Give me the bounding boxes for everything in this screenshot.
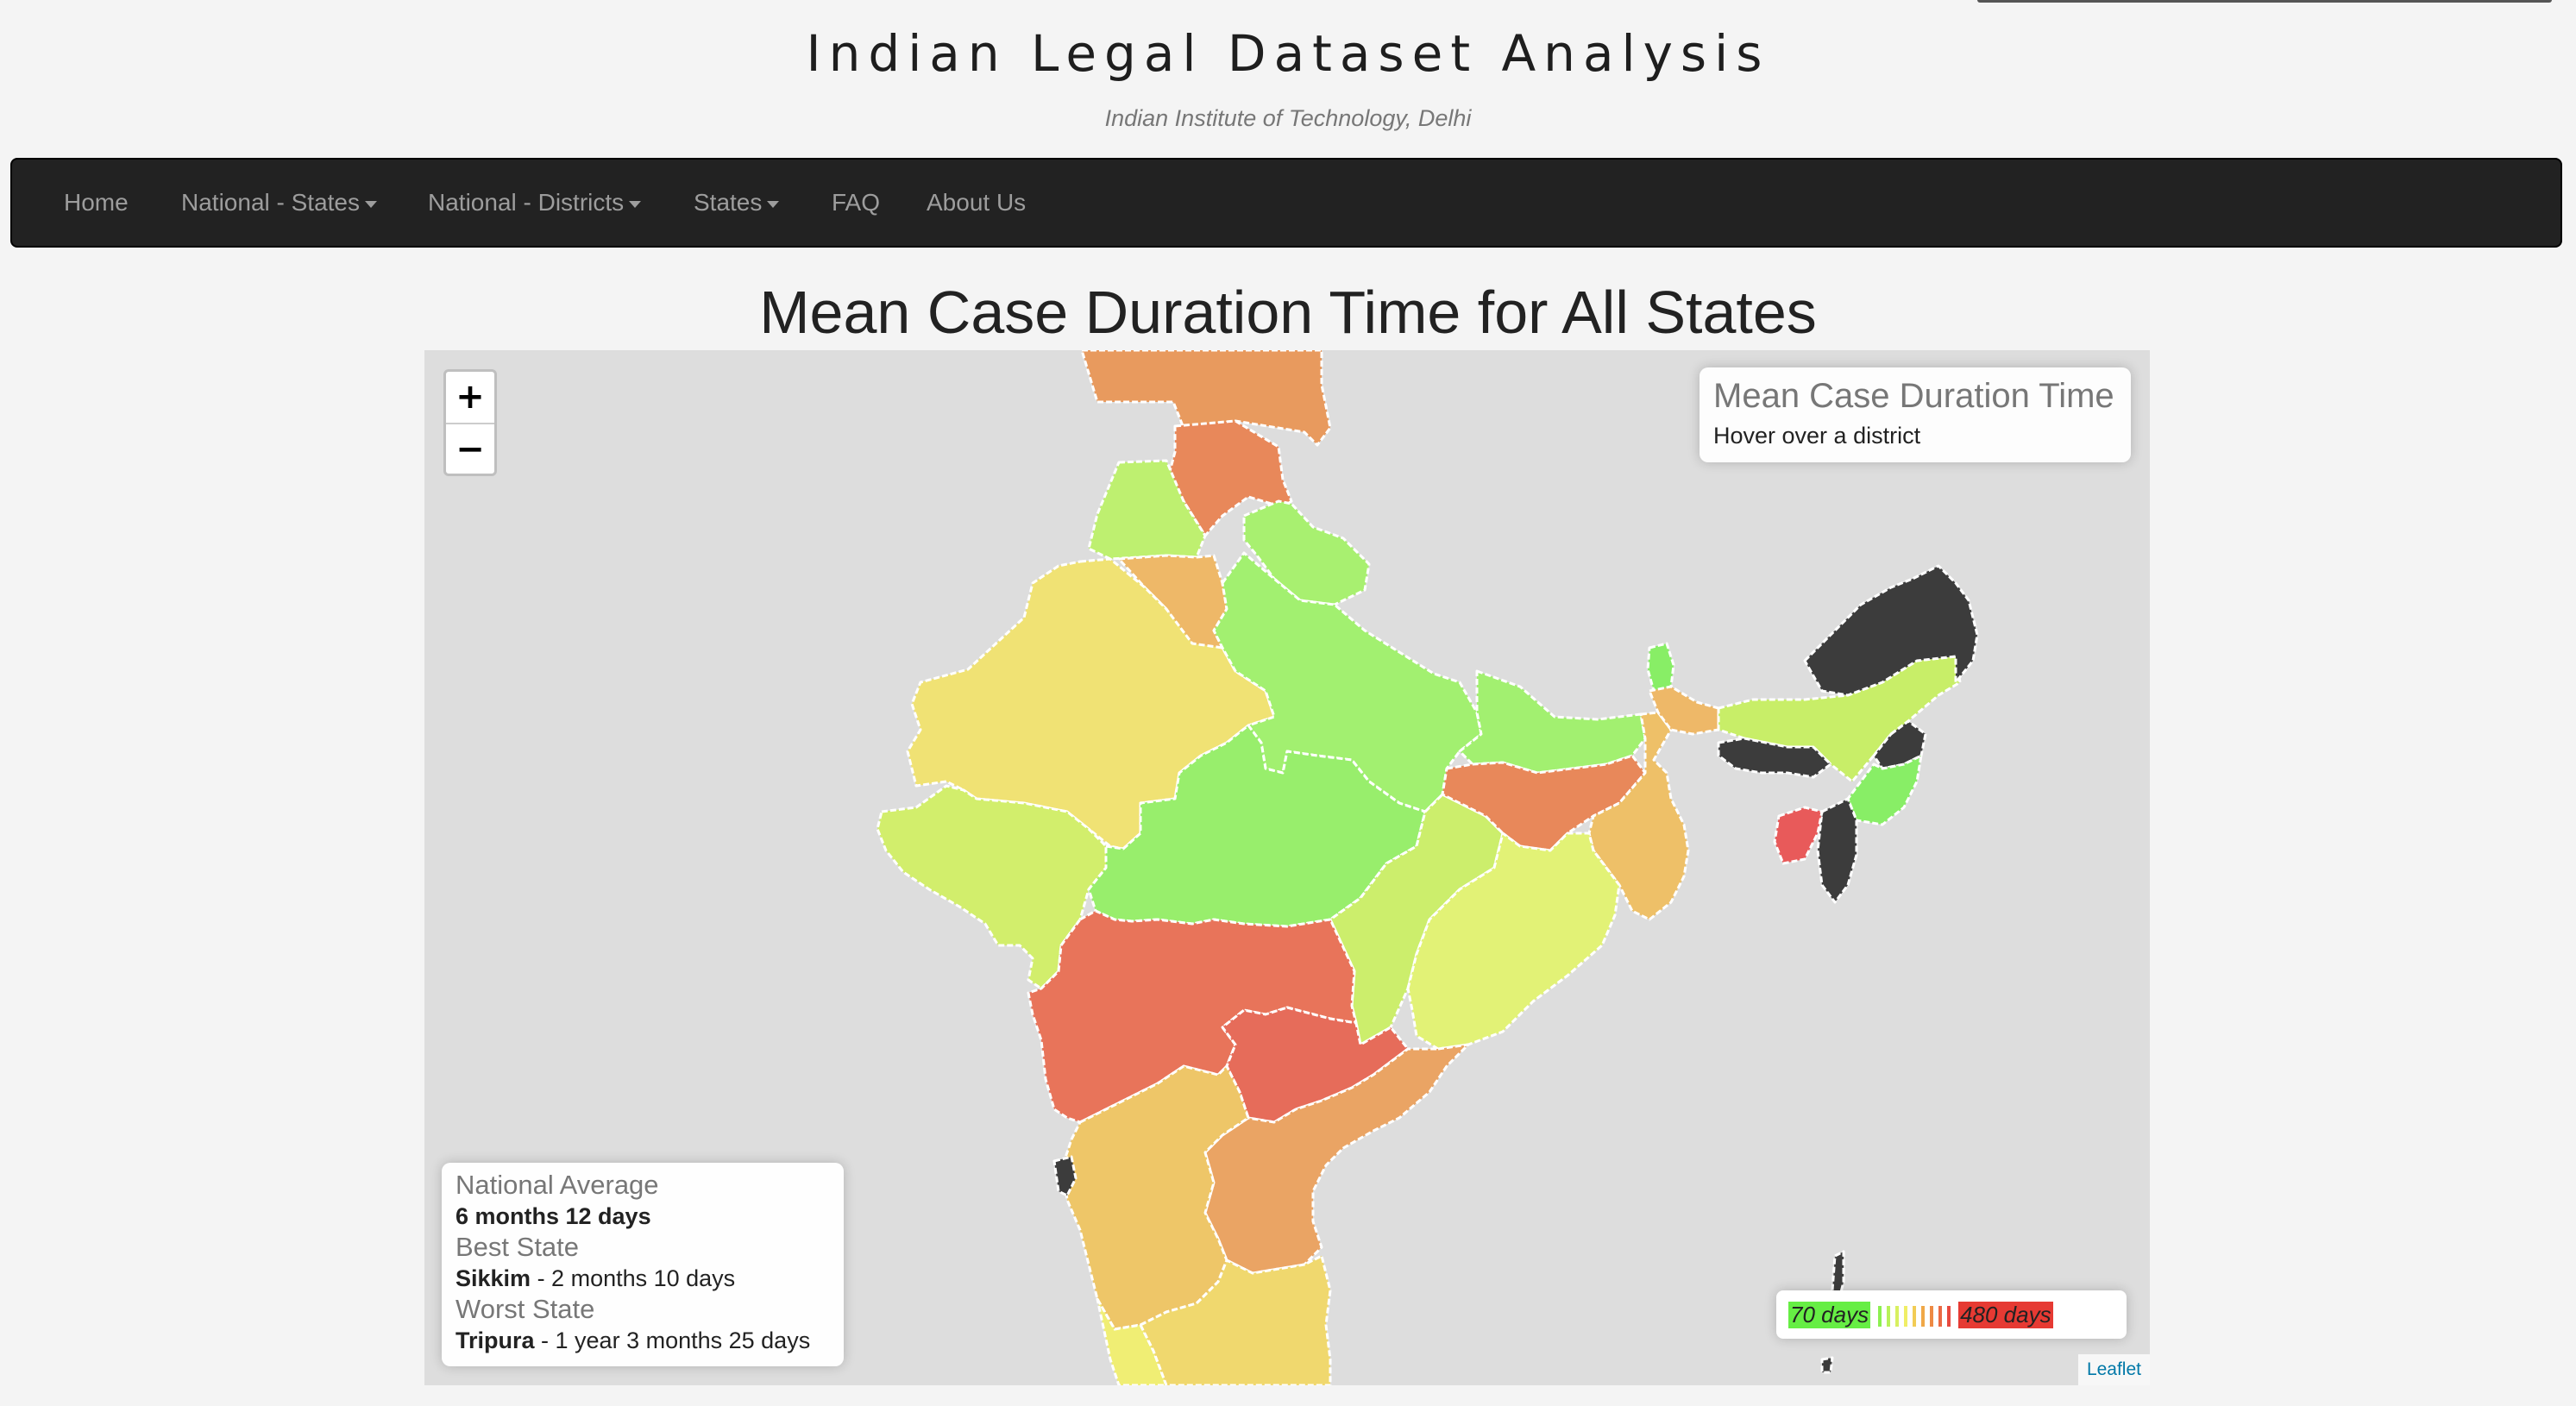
navbar: Home National - States National - Distri…: [10, 158, 2562, 248]
state-tripura[interactable]: [1773, 806, 1824, 865]
zoom-control: + −: [443, 369, 497, 476]
best-state-name: Sikkim: [456, 1265, 531, 1291]
state-sikkim[interactable]: [1646, 642, 1675, 693]
nav-about-us[interactable]: About Us: [927, 160, 1026, 246]
nav-national-districts[interactable]: National - Districts: [428, 160, 642, 246]
state-arunachal-pradesh[interactable]: [1803, 564, 1979, 697]
color-legend: 70 days 480 days: [1776, 1290, 2127, 1339]
state-telangana[interactable]: [1221, 1006, 1410, 1124]
nav-faq-label: FAQ: [832, 189, 881, 216]
legend-ticks: [1870, 1302, 1958, 1328]
worst-state-label: Worst State: [456, 1294, 595, 1324]
state-manipur[interactable]: [1846, 754, 1923, 826]
state-mizoram[interactable]: [1816, 797, 1858, 904]
top-edge-bar: [1977, 0, 2552, 3]
nav-home-label: Home: [64, 189, 129, 216]
attribution-link[interactable]: Leaflet: [2077, 1354, 2150, 1385]
state-goa[interactable]: [1052, 1155, 1078, 1197]
caret-down-icon: [767, 200, 780, 208]
state-bihar[interactable]: [1458, 669, 1647, 775]
nav-national-states[interactable]: National - States: [181, 160, 377, 246]
nav-about-us-label: About Us: [927, 189, 1027, 216]
nav-states[interactable]: States: [694, 160, 780, 246]
legend-swatch: [1913, 1305, 1917, 1327]
best-state-row: Sikkim - 2 months 10 days: [456, 1263, 830, 1294]
worst-state-name: Tripura: [456, 1328, 535, 1353]
legend-swatch: [1904, 1305, 1908, 1327]
legend-swatch: [1938, 1305, 1943, 1327]
caret-down-icon: [365, 200, 377, 208]
state-meghalaya[interactable]: [1717, 737, 1832, 779]
legend-swatch: [1878, 1305, 1882, 1327]
legend-swatch: [1895, 1305, 1900, 1327]
choropleth-map[interactable]: + − Mean Case Duration Time Hover over a…: [424, 350, 2150, 1385]
state-karnataka[interactable]: [1061, 1064, 1250, 1331]
national-average-label: National Average: [456, 1170, 659, 1200]
map-title: Mean Case Duration Time for All States: [759, 279, 1817, 346]
legend-swatch: [1921, 1305, 1926, 1327]
state-west-bengal[interactable]: [1587, 711, 1690, 921]
nav-states-label: States: [694, 189, 763, 216]
national-average-value: 6 months 12 days: [456, 1203, 651, 1229]
info-hint: Hover over a district: [1713, 423, 1921, 449]
caret-down-icon: [629, 200, 642, 208]
nav-faq[interactable]: FAQ: [832, 160, 880, 246]
state-tamil-nadu[interactable]: [1139, 1254, 1332, 1385]
worst-state-row: Tripura - 1 year 3 months 25 days: [456, 1325, 830, 1356]
summary-panel: National Average 6 months 12 days Best S…: [442, 1163, 844, 1366]
info-title: Mean Case Duration Time: [1713, 377, 2114, 415]
site-subtitle: Indian Institute of Technology, Delhi: [1104, 105, 1472, 131]
state-punjab[interactable]: [1087, 459, 1207, 561]
info-panel: Mean Case Duration Time Hover over a dis…: [1700, 367, 2131, 462]
legend-swatch: [1887, 1305, 1891, 1327]
nav-national-districts-label: National - Districts: [428, 189, 625, 216]
legend-swatch: [1930, 1305, 1934, 1327]
legend-min-label: 70 days: [1788, 1301, 1871, 1328]
nav-national-states-label: National - States: [181, 189, 360, 216]
state-jammu-kashmir[interactable]: [1080, 350, 1332, 447]
zoom-in-button[interactable]: +: [446, 372, 494, 424]
best-state-value: - 2 months 10 days: [531, 1265, 736, 1291]
islands-nicobar[interactable]: [1820, 1356, 1834, 1374]
worst-state-value: - 1 year 3 months 25 days: [534, 1328, 811, 1353]
legend-swatch: [1947, 1305, 1951, 1327]
zoom-out-button[interactable]: −: [456, 430, 485, 469]
india-map[interactable]: [424, 350, 2150, 1385]
legend-max-label: 480 days: [1958, 1301, 2053, 1328]
nav-home[interactable]: Home: [64, 160, 129, 246]
site-title: Indian Legal Dataset Analysis: [806, 24, 1770, 83]
best-state-label: Best State: [456, 1232, 580, 1262]
